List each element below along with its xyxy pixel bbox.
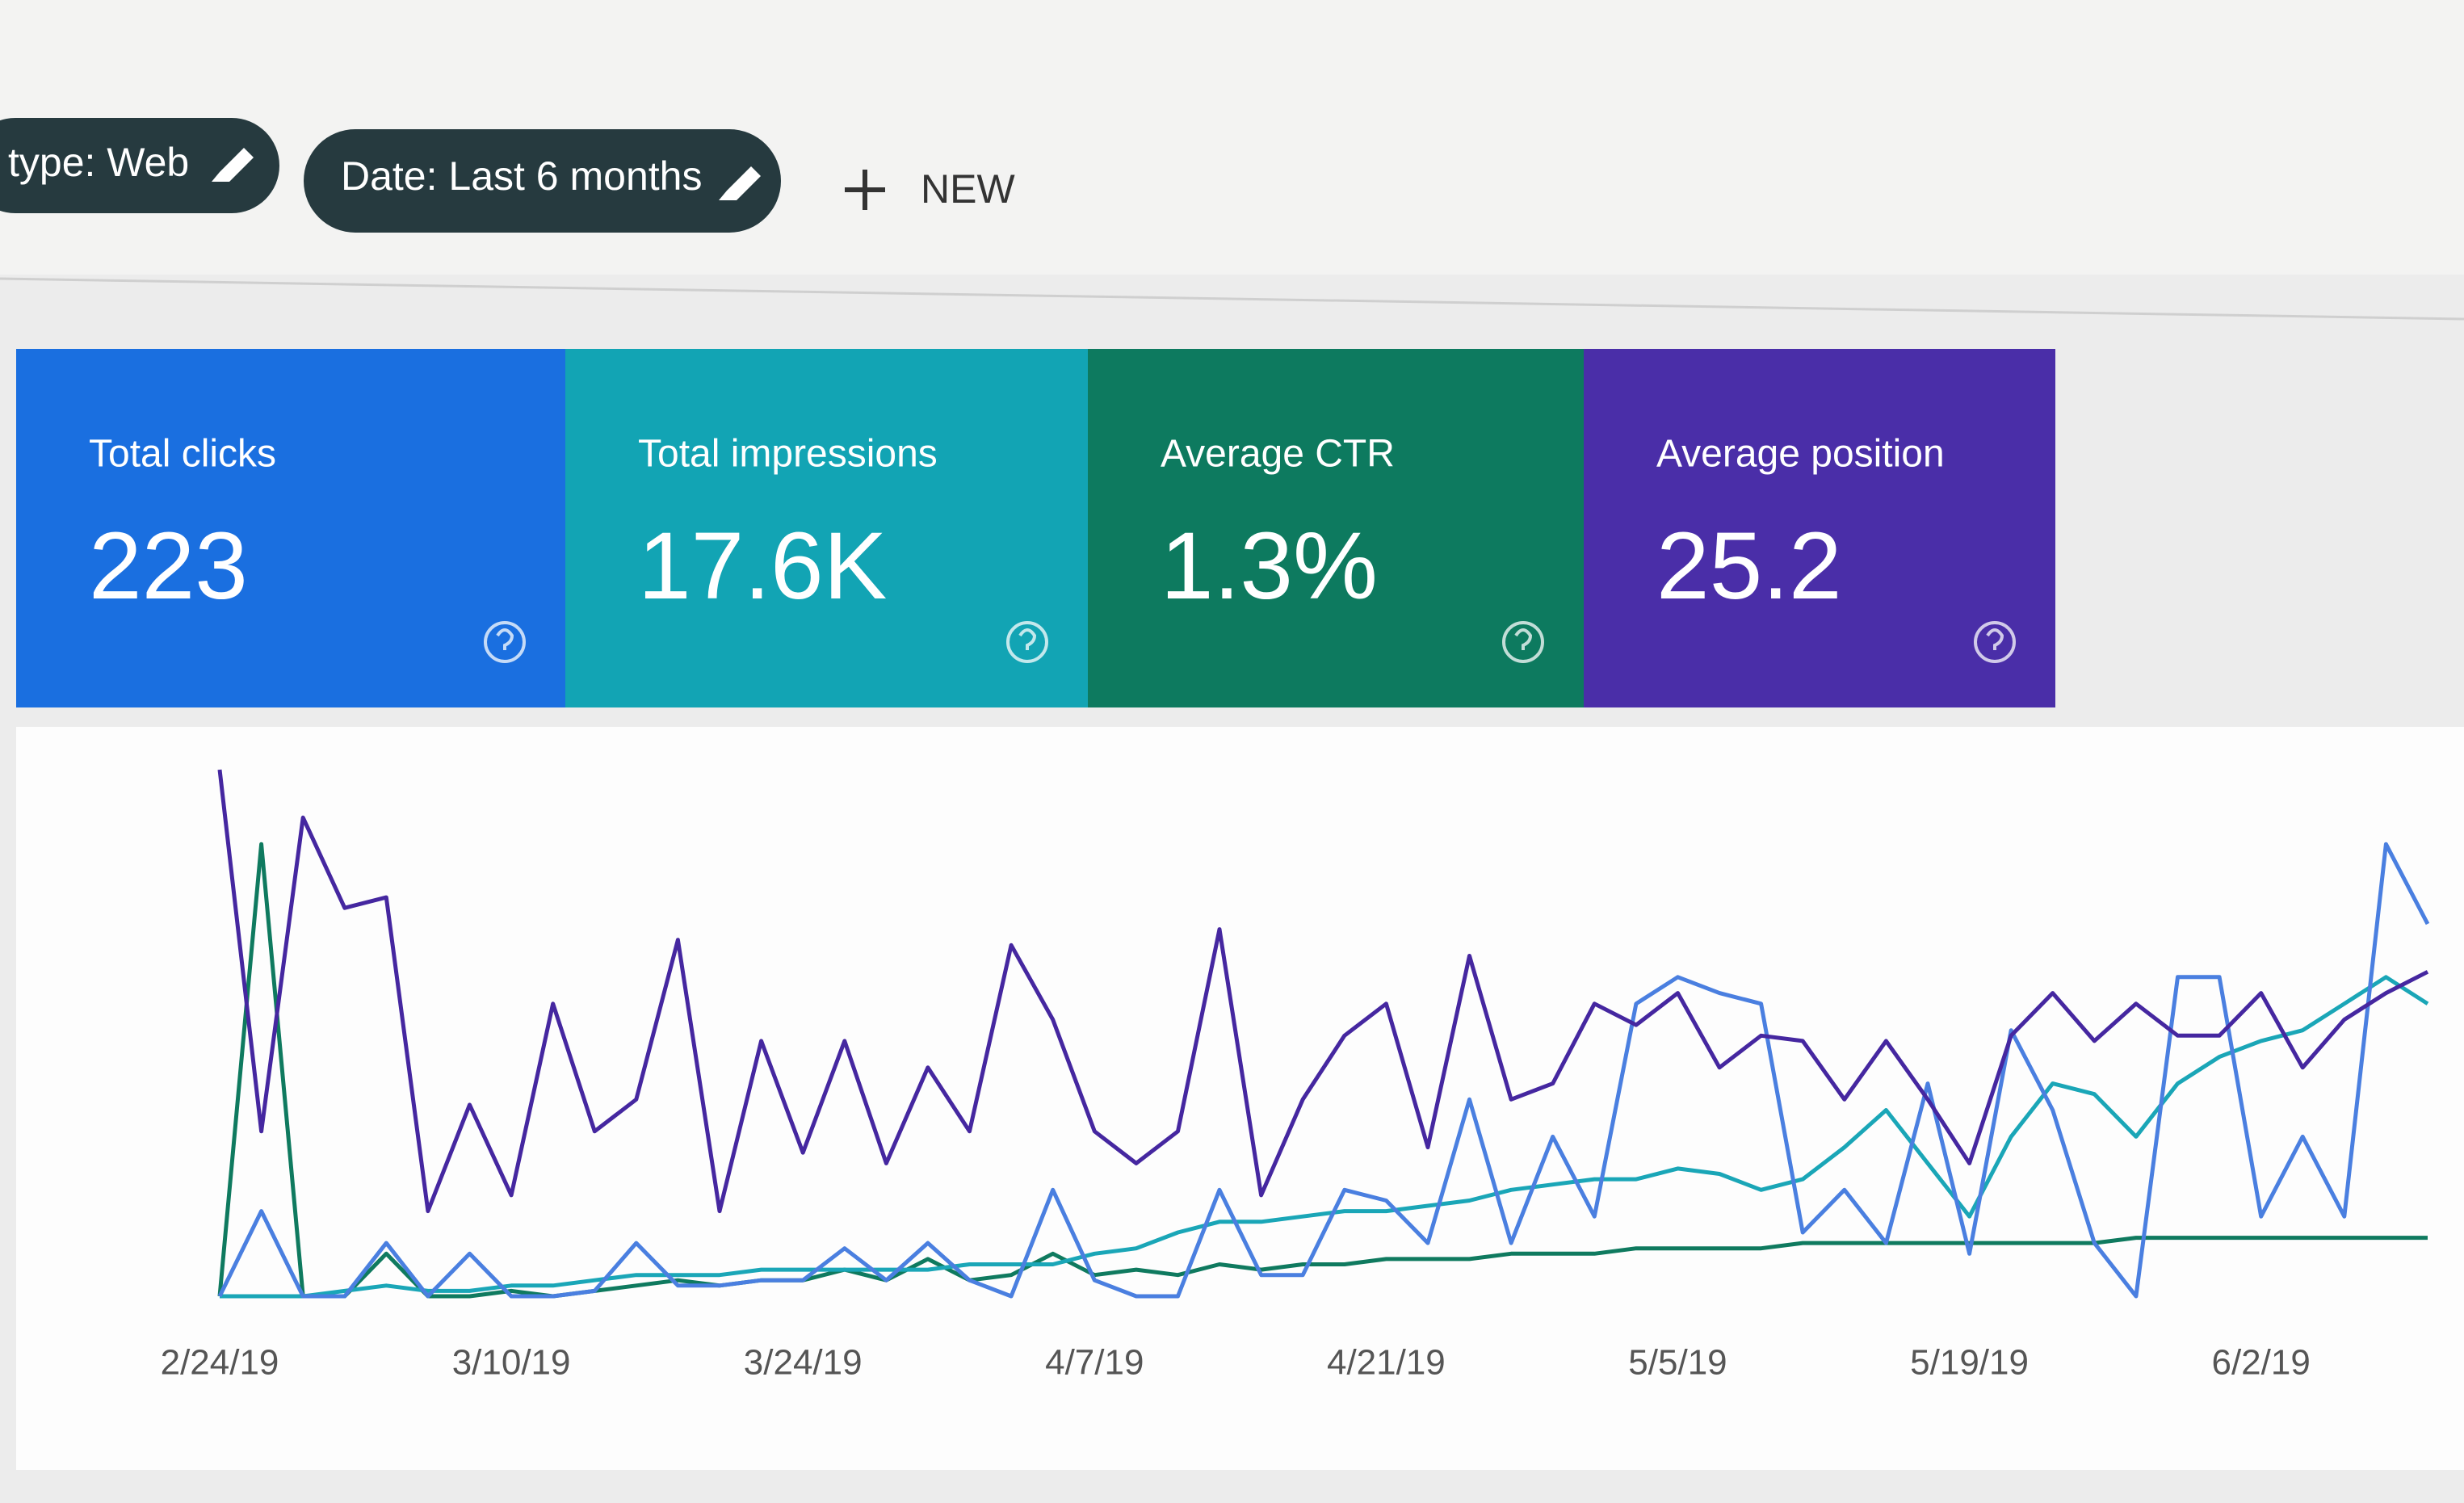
new-button[interactable]: NEW <box>921 166 1015 212</box>
metric-value: 1.3% <box>1161 513 1378 619</box>
x-tick-label: 3/24/19 <box>744 1343 863 1383</box>
metric-card[interactable] <box>1088 349 1584 707</box>
metric-title: Average CTR <box>1161 433 1395 476</box>
divider <box>0 277 2464 321</box>
help-icon-glyph <box>1986 628 2004 650</box>
x-tick-label: 6/2/19 <box>2211 1343 2310 1383</box>
chart: 2/24/19 3/10/19 3/24/19 4/7/19 4/21/19 5/5/19… <box>161 769 2430 1383</box>
x-tick-label: 4/21/19 <box>1327 1343 1446 1383</box>
metric-card[interactable] <box>565 349 1088 707</box>
help-icon <box>484 621 526 663</box>
cards: Total clicks 223 Total impressions 17.6K Ave… <box>16 349 2055 707</box>
x-tick-label: 2/24/19 <box>161 1343 279 1383</box>
x-tick-label: 5/5/19 <box>1628 1343 1727 1383</box>
chart-panel <box>16 727 2464 1470</box>
metric-value: 25.2 <box>1656 513 1842 619</box>
x-tick-label: 3/10/19 <box>452 1343 571 1383</box>
metric-title: Total impressions <box>638 433 938 476</box>
series-line <box>220 975 2429 1299</box>
edit-icon[interactable] <box>212 148 254 182</box>
filter-label: type: Web <box>8 140 189 185</box>
series-line <box>217 769 2429 1214</box>
x-tick-label: 4/7/19 <box>1045 1343 1144 1383</box>
help-icon <box>1974 621 2016 663</box>
help-icon-glyph <box>1514 628 1533 650</box>
help-icon-glyph <box>1018 628 1037 650</box>
metric-value: 17.6K <box>638 513 887 619</box>
help-icon <box>1006 621 1048 663</box>
edit-icon[interactable] <box>719 166 761 200</box>
filter-chip[interactable] <box>0 118 279 213</box>
filter-chip[interactable] <box>304 129 781 233</box>
help-icon-glyph <box>496 628 514 650</box>
metric-title: Average position <box>1656 433 1945 476</box>
x-tick-label: 5/19/19 <box>1910 1343 2029 1383</box>
series-line <box>217 842 2430 1299</box>
filter-label: Date: Last 6 months <box>341 153 702 199</box>
metric-card[interactable] <box>16 349 565 707</box>
help-icon <box>1502 621 1544 663</box>
plus-icon[interactable] <box>845 170 885 210</box>
metric-title: Total clicks <box>89 433 276 476</box>
metric-value: 223 <box>89 513 248 619</box>
